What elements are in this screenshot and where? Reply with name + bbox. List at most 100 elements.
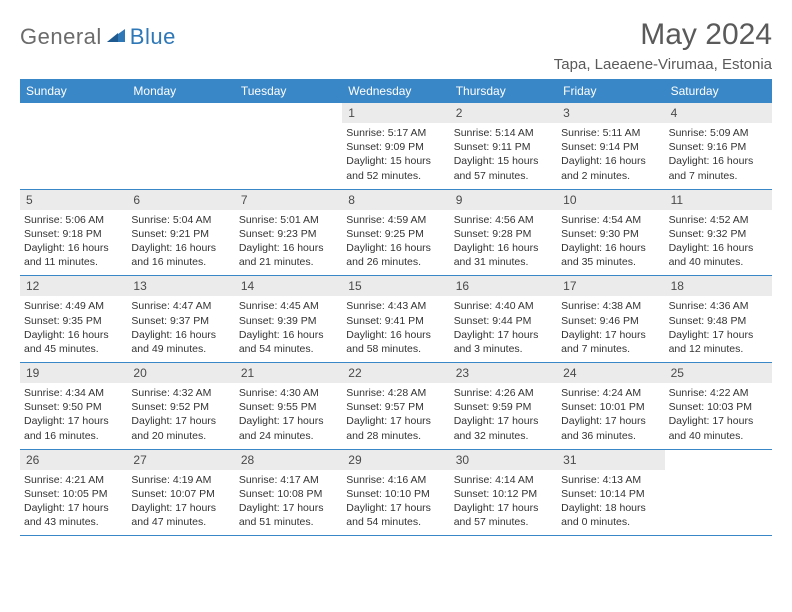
calendar-cell: 11Sunrise: 4:52 AMSunset: 9:32 PMDayligh… bbox=[665, 190, 772, 276]
day-info: Sunrise: 4:19 AMSunset: 10:07 PMDaylight… bbox=[131, 473, 230, 530]
daylight-line: Daylight: 17 hours and 28 minutes. bbox=[346, 414, 445, 442]
daylight-line: Daylight: 17 hours and 43 minutes. bbox=[24, 501, 123, 529]
calendar-cell: 8Sunrise: 4:59 AMSunset: 9:25 PMDaylight… bbox=[342, 190, 449, 276]
sunset-line: Sunset: 10:08 PM bbox=[239, 487, 338, 501]
sunrise-line: Sunrise: 4:56 AM bbox=[454, 213, 553, 227]
day-number: 16 bbox=[450, 276, 557, 296]
sunset-line: Sunset: 9:28 PM bbox=[454, 227, 553, 241]
day-number: 29 bbox=[342, 450, 449, 470]
day-info: Sunrise: 5:01 AMSunset: 9:23 PMDaylight:… bbox=[239, 213, 338, 270]
day-number: 18 bbox=[665, 276, 772, 296]
calendar-cell: 7 Sunrise: 5:01 AMSunset: 9:23 PMDaylight… bbox=[235, 190, 342, 276]
day-info: Sunrise: 5:06 AMSunset: 9:18 PMDaylight:… bbox=[24, 213, 123, 270]
calendar-cell: 3Sunrise: 5:11 AMSunset: 9:14 PMDaylight… bbox=[557, 103, 664, 189]
sunrise-line: Sunrise: 5:14 AM bbox=[454, 126, 553, 140]
sunrise-line: Sunrise: 4:36 AM bbox=[669, 299, 768, 313]
daylight-line: Daylight: 17 hours and 40 minutes. bbox=[669, 414, 768, 442]
sunrise-line: Sunrise: 4:54 AM bbox=[561, 213, 660, 227]
sunset-line: Sunset: 9:30 PM bbox=[561, 227, 660, 241]
sunrise-line: Sunrise: 4:26 AM bbox=[454, 386, 553, 400]
day-number: 20 bbox=[127, 363, 234, 383]
sunset-line: Sunset: 9:11 PM bbox=[454, 140, 553, 154]
day-number: 26 bbox=[20, 450, 127, 470]
sunrise-line: Sunrise: 5:01 AM bbox=[239, 213, 338, 227]
daylight-line: Daylight: 17 hours and 47 minutes. bbox=[131, 501, 230, 529]
sunrise-line: Sunrise: 4:24 AM bbox=[561, 386, 660, 400]
sunset-line: Sunset: 9:37 PM bbox=[131, 314, 230, 328]
day-info: Sunrise: 4:38 AMSunset: 9:46 PMDaylight:… bbox=[561, 299, 660, 356]
calendar-cell: 12Sunrise: 4:49 AMSunset: 9:35 PMDayligh… bbox=[20, 276, 127, 362]
day-number: 10 bbox=[557, 190, 664, 210]
daylight-line: Daylight: 16 hours and 35 minutes. bbox=[561, 241, 660, 269]
daylight-line: Daylight: 15 hours and 52 minutes. bbox=[346, 154, 445, 182]
day-info: Sunrise: 4:43 AMSunset: 9:41 PMDaylight:… bbox=[346, 299, 445, 356]
daylight-line: Daylight: 17 hours and 16 minutes. bbox=[24, 414, 123, 442]
sunset-line: Sunset: 10:12 PM bbox=[454, 487, 553, 501]
calendar-cell: 25Sunrise: 4:22 AMSunset: 10:03 PMDaylig… bbox=[665, 363, 772, 449]
daylight-line: Daylight: 17 hours and 24 minutes. bbox=[239, 414, 338, 442]
daylight-line: Daylight: 17 hours and 57 minutes. bbox=[454, 501, 553, 529]
sunrise-line: Sunrise: 5:04 AM bbox=[131, 213, 230, 227]
daylight-line: Daylight: 16 hours and 31 minutes. bbox=[454, 241, 553, 269]
sunrise-line: Sunrise: 4:16 AM bbox=[346, 473, 445, 487]
calendar-cell-empty: . bbox=[235, 103, 342, 189]
daylight-line: Daylight: 17 hours and 12 minutes. bbox=[669, 328, 768, 356]
sunrise-line: Sunrise: 4:59 AM bbox=[346, 213, 445, 227]
day-number: 22 bbox=[342, 363, 449, 383]
day-number: 5 bbox=[20, 190, 127, 210]
calendar-cell: 13Sunrise: 4:47 AMSunset: 9:37 PMDayligh… bbox=[127, 276, 234, 362]
sunset-line: Sunset: 9:09 PM bbox=[346, 140, 445, 154]
calendar-cell: 20 Sunrise: 4:32 AMSunset: 9:52 PMDayligh… bbox=[127, 363, 234, 449]
daylight-line: Daylight: 15 hours and 57 minutes. bbox=[454, 154, 553, 182]
day-info: Sunrise: 4:36 AMSunset: 9:48 PMDaylight:… bbox=[669, 299, 768, 356]
daylight-line: Daylight: 17 hours and 20 minutes. bbox=[131, 414, 230, 442]
day-number: 23 bbox=[450, 363, 557, 383]
day-info: Sunrise: 4:49 AMSunset: 9:35 PMDaylight:… bbox=[24, 299, 123, 356]
daylight-line: Daylight: 16 hours and 2 minutes. bbox=[561, 154, 660, 182]
calendar-cell-empty: . bbox=[665, 450, 772, 536]
sunset-line: Sunset: 9:39 PM bbox=[239, 314, 338, 328]
day-number: 27 bbox=[127, 450, 234, 470]
sunrise-line: Sunrise: 4:47 AM bbox=[131, 299, 230, 313]
day-info: Sunrise: 4:30 AMSunset: 9:55 PMDaylight:… bbox=[239, 386, 338, 443]
calendar-week: ...1Sunrise: 5:17 AMSunset: 9:09 PMDayli… bbox=[20, 103, 772, 190]
day-info: Sunrise: 5:09 AMSunset: 9:16 PMDaylight:… bbox=[669, 126, 768, 183]
weekday-header: SundayMondayTuesdayWednesdayThursdayFrid… bbox=[20, 79, 772, 103]
brand-logo: General Blue bbox=[20, 18, 176, 50]
sunset-line: Sunset: 9:41 PM bbox=[346, 314, 445, 328]
day-number: 13 bbox=[127, 276, 234, 296]
brand-triangle-icon bbox=[107, 27, 127, 48]
sunset-line: Sunset: 10:03 PM bbox=[669, 400, 768, 414]
title-block: May 2024 Tapa, Laeaene-Virumaa, Estonia bbox=[554, 18, 772, 73]
weekday-label: Saturday bbox=[665, 79, 772, 103]
calendar-cell: 4Sunrise: 5:09 AMSunset: 9:16 PMDaylight… bbox=[665, 103, 772, 189]
sunrise-line: Sunrise: 4:43 AM bbox=[346, 299, 445, 313]
calendar-cell: 30Sunrise: 4:14 AMSunset: 10:12 PMDaylig… bbox=[450, 450, 557, 536]
day-number: 30 bbox=[450, 450, 557, 470]
daylight-line: Daylight: 17 hours and 36 minutes. bbox=[561, 414, 660, 442]
day-number: 8 bbox=[342, 190, 449, 210]
day-info: Sunrise: 4:24 AMSunset: 10:01 PMDaylight… bbox=[561, 386, 660, 443]
sunset-line: Sunset: 9:59 PM bbox=[454, 400, 553, 414]
calendar-cell: 5 Sunrise: 5:06 AMSunset: 9:18 PMDaylight… bbox=[20, 190, 127, 276]
sunrise-line: Sunrise: 4:19 AM bbox=[131, 473, 230, 487]
sunrise-line: Sunrise: 5:11 AM bbox=[561, 126, 660, 140]
day-number: 3 bbox=[557, 103, 664, 123]
day-info: Sunrise: 4:13 AMSunset: 10:14 PMDaylight… bbox=[561, 473, 660, 530]
day-number: 17 bbox=[557, 276, 664, 296]
daylight-line: Daylight: 17 hours and 51 minutes. bbox=[239, 501, 338, 529]
daylight-line: Daylight: 18 hours and 0 minutes. bbox=[561, 501, 660, 529]
weekday-label: Wednesday bbox=[342, 79, 449, 103]
daylight-line: Daylight: 16 hours and 11 minutes. bbox=[24, 241, 123, 269]
sunrise-line: Sunrise: 4:22 AM bbox=[669, 386, 768, 400]
day-number: 1 bbox=[342, 103, 449, 123]
daylight-line: Daylight: 16 hours and 45 minutes. bbox=[24, 328, 123, 356]
day-number: 7 bbox=[235, 190, 342, 210]
sunset-line: Sunset: 9:18 PM bbox=[24, 227, 123, 241]
sunrise-line: Sunrise: 4:17 AM bbox=[239, 473, 338, 487]
sunset-line: Sunset: 9:48 PM bbox=[669, 314, 768, 328]
calendar-cell: 31Sunrise: 4:13 AMSunset: 10:14 PMDaylig… bbox=[557, 450, 664, 536]
brand-part2: Blue bbox=[130, 24, 176, 50]
day-info: Sunrise: 4:32 AMSunset: 9:52 PMDaylight:… bbox=[131, 386, 230, 443]
calendar-cell: 23Sunrise: 4:26 AMSunset: 9:59 PMDayligh… bbox=[450, 363, 557, 449]
